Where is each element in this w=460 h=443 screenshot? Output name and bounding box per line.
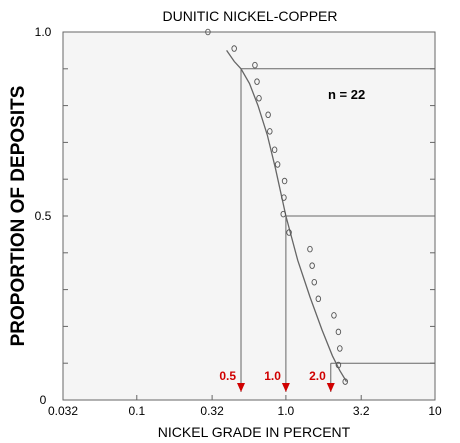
data-point	[280, 210, 286, 218]
percentile-arrows: 0.5 1.0 2.0	[219, 369, 335, 392]
percentile-arrow	[281, 383, 290, 392]
x-tick-label: 10	[428, 404, 442, 418]
percentile-arrow	[326, 383, 335, 392]
sample-count-note: n = 22	[328, 87, 365, 102]
x-tick-label: 0.1	[128, 404, 145, 418]
data-point	[337, 345, 343, 352]
x-tick-label: 0.032	[48, 404, 78, 418]
data-point	[254, 78, 260, 85]
data-point	[267, 128, 273, 135]
data-point	[331, 312, 337, 319]
data-point	[281, 177, 288, 185]
data-point	[281, 194, 287, 201]
percentile-arrow	[237, 383, 246, 392]
data-point	[256, 94, 262, 102]
data-point	[252, 61, 258, 69]
data-point	[274, 161, 281, 168]
data-point	[311, 278, 318, 286]
data-point	[309, 262, 315, 269]
fitted-curve-layer	[226, 50, 348, 382]
data-point	[342, 378, 348, 385]
x-tick-label: 3.2	[353, 404, 370, 418]
fitted-curve	[226, 50, 348, 382]
x-tick-label: 1.0	[278, 404, 295, 418]
chart-title: DUNITIC NICKEL-COPPER	[162, 8, 337, 24]
y-tick-label: 0	[40, 393, 47, 407]
percentile-lines	[240, 68, 435, 392]
axis-ticks: 0.032 0.1 0.32 1.0 3.2 10 0 0.5 1.0	[35, 25, 442, 418]
data-points	[205, 28, 348, 385]
data-point	[307, 245, 313, 253]
y-tick-label: 0.5	[35, 209, 52, 223]
percentile-label: 0.5	[219, 369, 236, 383]
x-axis-label: NICKEL GRADE IN PERCENT	[158, 424, 351, 440]
data-point	[231, 45, 237, 52]
data-point	[315, 295, 322, 303]
data-point	[335, 328, 342, 336]
percentile-label: 2.0	[309, 369, 326, 383]
percentile-label: 1.0	[264, 369, 281, 383]
data-point	[286, 229, 292, 236]
data-point	[265, 111, 271, 119]
data-point	[335, 361, 342, 369]
y-tick-label: 1.0	[35, 25, 52, 39]
data-point	[271, 146, 278, 154]
y-axis-label: PROPORTION OF DEPOSITS	[8, 86, 29, 347]
x-tick-label: 0.32	[200, 404, 224, 418]
